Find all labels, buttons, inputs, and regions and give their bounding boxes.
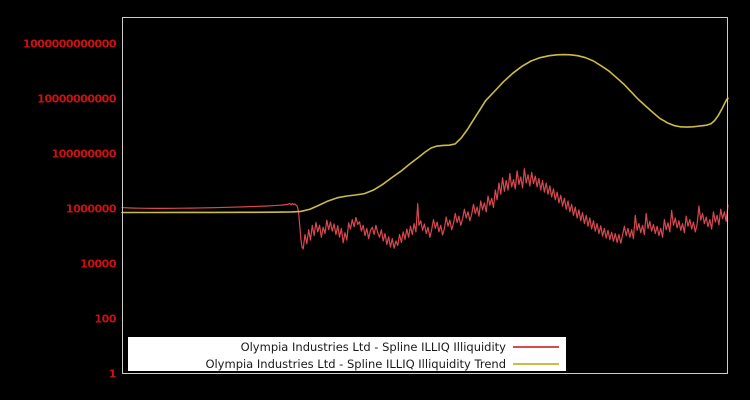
legend-swatch-illiquidity-trend <box>513 362 559 365</box>
legend-entry-illiquidity-trend[interactable]: Olympia Industries Ltd - Spline ILLIQ Il… <box>129 355 565 372</box>
y-tick-label: 1000000 <box>65 202 117 216</box>
series-line-0 <box>121 168 729 250</box>
y-tick-label: 10000 <box>80 257 116 271</box>
series-line-1 <box>121 53 729 214</box>
y-tick-label: 1 <box>108 367 117 381</box>
axes-spines <box>122 17 728 374</box>
chart-legend[interactable]: Olympia Industries Ltd - Spline ILLIQ Il… <box>128 337 566 371</box>
legend-entry-illiquidity[interactable]: Olympia Industries Ltd - Spline ILLIQ Il… <box>129 338 565 355</box>
axes-background <box>122 17 728 374</box>
y-tick-label: 1000000000000 <box>23 37 117 51</box>
legend-label-illiquidity-trend: Olympia Industries Ltd - Spline ILLIQ Il… <box>205 356 506 371</box>
y-tick-label: 100 <box>94 312 117 326</box>
y-tick-label: 100000000 <box>51 147 117 161</box>
legend-swatch-illiquidity <box>513 345 559 348</box>
legend-label-illiquidity: Olympia Industries Ltd - Spline ILLIQ Il… <box>240 339 506 354</box>
series-layer <box>121 53 729 250</box>
y-tick-label: 10000000000 <box>37 92 116 106</box>
